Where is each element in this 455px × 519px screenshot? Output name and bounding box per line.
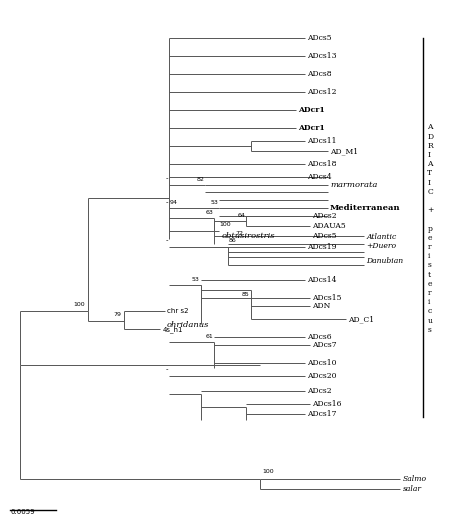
Text: ADcs16: ADcs16 (311, 400, 341, 408)
Text: chr s2: chr s2 (167, 308, 188, 314)
Text: Salmo
salar: Salmo salar (402, 475, 426, 493)
Text: ADcr1: ADcr1 (298, 106, 324, 114)
Text: 100: 100 (219, 222, 231, 227)
Text: 4s_h1: 4s_h1 (162, 326, 182, 333)
Text: ADcs2: ADcs2 (307, 387, 331, 395)
Text: -: - (165, 366, 167, 373)
Text: 100: 100 (262, 469, 273, 474)
Text: 82: 82 (196, 176, 204, 182)
Text: AD_C1: AD_C1 (347, 315, 374, 323)
Text: ADcs6: ADcs6 (307, 333, 331, 341)
Text: 94: 94 (170, 200, 177, 205)
Text: ADcs5: ADcs5 (311, 233, 336, 240)
Text: 63: 63 (205, 210, 213, 215)
Text: ohridanus: ohridanus (167, 321, 209, 330)
Text: obtusirostris: obtusirostris (221, 233, 274, 240)
Text: 53: 53 (192, 277, 199, 282)
Text: ADcs15: ADcs15 (311, 294, 341, 302)
Text: ADcs19: ADcs19 (307, 242, 336, 251)
Text: ADcr1: ADcr1 (298, 124, 324, 132)
Text: ADcs12: ADcs12 (307, 88, 336, 95)
Text: ADcs10: ADcs10 (307, 359, 336, 367)
Text: -: - (165, 175, 167, 182)
Text: Atlantic
+Duero: Atlantic +Duero (365, 233, 395, 250)
Text: ADcs11: ADcs11 (307, 137, 336, 145)
Text: -: - (165, 199, 167, 205)
Text: Danubian: Danubian (365, 257, 403, 265)
Text: 0.0059: 0.0059 (10, 509, 35, 515)
Text: 72: 72 (235, 231, 243, 236)
Text: 100: 100 (73, 302, 85, 307)
Text: Mediterranean: Mediterranean (329, 204, 400, 212)
Text: 61: 61 (205, 334, 213, 339)
Text: 53: 53 (210, 200, 217, 205)
Text: ADcs13: ADcs13 (307, 51, 336, 60)
Text: A
D
R
I
A
T
I
C

+

p
e
r
i
s
t
e
r
i
c
u
s: A D R I A T I C + p e r i s t e r i c u … (426, 124, 433, 334)
Text: 86: 86 (228, 238, 236, 243)
Text: ADAUA5: ADAUA5 (311, 222, 345, 230)
Text: -: - (165, 238, 167, 243)
Text: ADN: ADN (311, 302, 329, 310)
Text: ADcs14: ADcs14 (307, 276, 336, 284)
Text: ADcs5: ADcs5 (307, 34, 331, 42)
Text: ADcs20: ADcs20 (307, 372, 336, 380)
Text: ADcs2: ADcs2 (311, 212, 336, 220)
Text: AD_M1: AD_M1 (329, 147, 357, 155)
Text: ADcs18: ADcs18 (307, 160, 336, 168)
Text: 64: 64 (237, 213, 245, 217)
Text: ADcs4: ADcs4 (307, 173, 331, 181)
Text: 79: 79 (113, 312, 121, 317)
Text: ADcs7: ADcs7 (311, 340, 336, 349)
Text: 85: 85 (242, 292, 249, 297)
Text: ADcs17: ADcs17 (307, 411, 336, 418)
Text: ADcs8: ADcs8 (307, 70, 331, 78)
Text: marmorata: marmorata (329, 181, 377, 188)
